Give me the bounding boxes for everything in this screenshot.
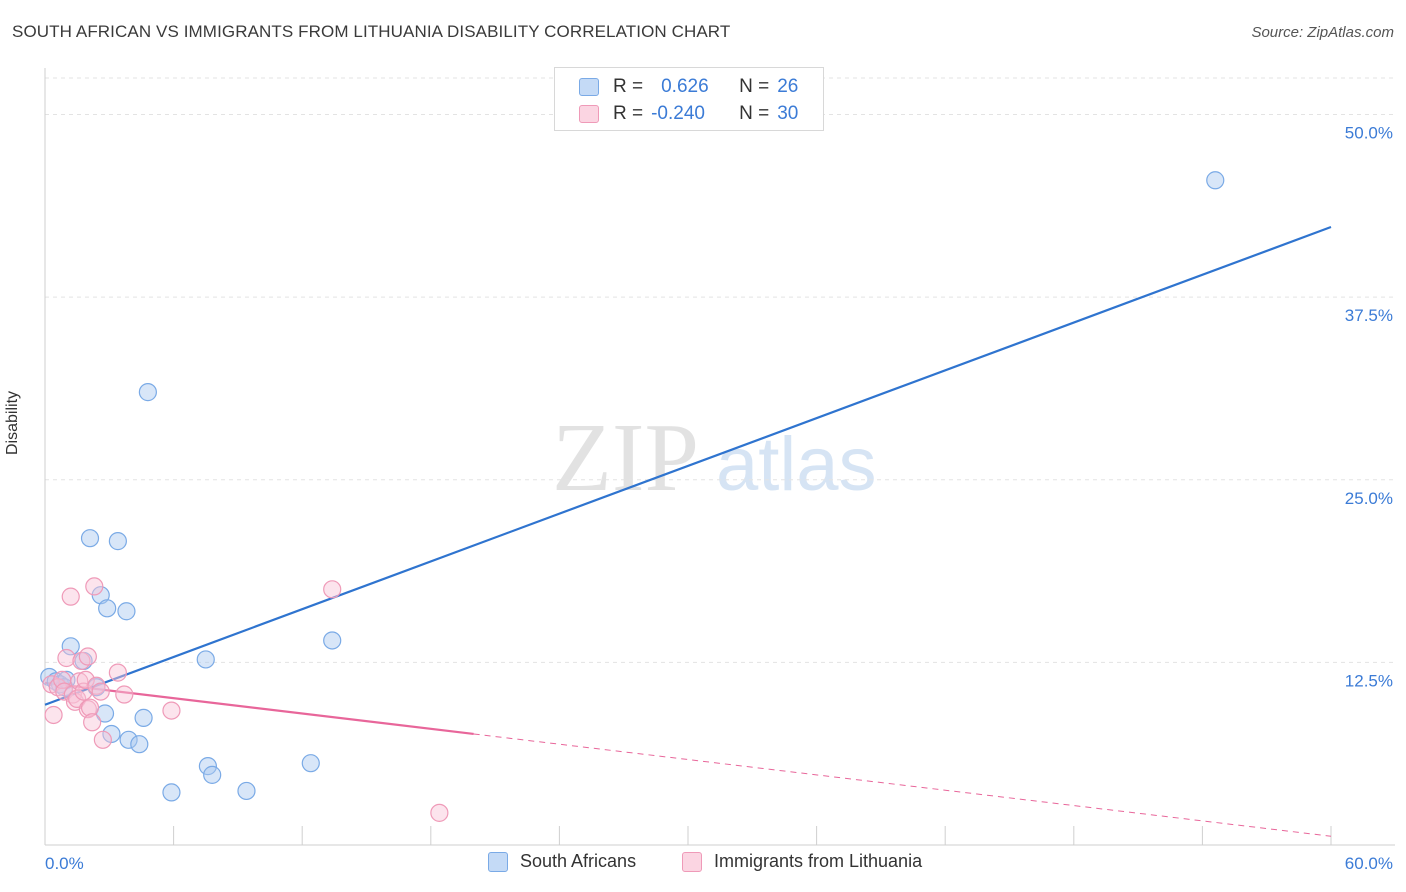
point-south-african — [198, 757, 217, 776]
axes — [44, 68, 1395, 846]
point-lithuania — [70, 672, 89, 691]
point-south-african — [301, 754, 320, 773]
point-south-african — [237, 781, 256, 801]
point-south-african — [61, 637, 80, 656]
point-south-african — [162, 783, 181, 802]
point-south-african — [138, 383, 157, 402]
legend-r-value: 0.626 — [661, 76, 709, 97]
legend-swatch-pink — [682, 851, 702, 872]
point-lithuania — [323, 580, 342, 599]
trend-line — [44, 225, 1332, 706]
point-lithuania — [76, 670, 95, 690]
legend-swatch-blue — [579, 78, 599, 96]
point-south-african — [134, 708, 153, 727]
point-south-african — [117, 602, 136, 621]
point-south-african — [196, 650, 215, 669]
point-lithuania — [108, 663, 127, 682]
point-lithuania — [80, 698, 100, 717]
x-tick-label: 0.0% — [45, 854, 84, 873]
chart-title: SOUTH AFRICAN VS IMMIGRANTS FROM LITHUAN… — [12, 22, 731, 41]
data-points — [40, 171, 1225, 822]
point-lithuania — [91, 682, 110, 701]
legend-r-label: R = — [613, 76, 644, 97]
grid-lines — [45, 77, 1395, 663]
point-lithuania — [115, 685, 134, 704]
y-tick-label: 12.5% — [1345, 671, 1393, 690]
point-lithuania — [57, 648, 76, 668]
point-lithuania — [83, 713, 102, 732]
legend-r-value: -0.240 — [651, 103, 705, 124]
legend-row-lithuania: R = -0.240 N = 30 — [579, 101, 798, 127]
legend-n-value: 26 — [777, 76, 799, 97]
point-lithuania — [430, 803, 449, 822]
point-lithuania — [85, 577, 104, 596]
legend-row-south-africans: R = 0.626 N = 26 — [579, 74, 798, 100]
point-lithuania — [61, 587, 80, 606]
y-tick-label: 50.0% — [1345, 124, 1393, 143]
watermark-zip: ZIP — [552, 404, 699, 512]
legend-label-lithuania: Immigrants from Lithuania — [714, 851, 923, 871]
point-lithuania — [162, 701, 181, 720]
point-south-african — [130, 735, 149, 754]
series-legend: South Africans Immigrants from Lithuania — [0, 851, 1406, 877]
legend-label-south-africans: South Africans — [520, 851, 637, 871]
x-tick-label: 60.0% — [1345, 854, 1393, 873]
point-lithuania — [78, 647, 97, 666]
y-tick-label: 25.0% — [1345, 489, 1393, 508]
source-credit: Source: ZipAtlas.com — [1251, 24, 1394, 41]
point-lithuania — [44, 705, 63, 725]
point-south-african — [108, 532, 127, 551]
point-south-african — [1206, 171, 1225, 190]
watermark-atlas: atlas — [716, 422, 877, 507]
correlation-legend: R = 0.626 N = 26 R = -0.240 N = 30 — [554, 67, 824, 131]
legend-r-label: R = — [613, 103, 644, 124]
legend-swatch-pink — [579, 105, 599, 123]
legend-swatch-blue — [488, 851, 508, 872]
legend-n-label: N = — [739, 76, 770, 97]
legend-n-label: N = — [739, 103, 770, 124]
trend-line-extension — [473, 733, 1332, 837]
legend-item-lithuania: Immigrants from Lithuania — [682, 851, 922, 872]
legend-item-south-africans: South Africans — [488, 851, 636, 872]
point-south-african — [119, 730, 138, 749]
legend-n-value: 30 — [777, 103, 799, 124]
point-south-african — [80, 529, 100, 548]
point-lithuania — [93, 730, 112, 749]
trend-lines — [44, 225, 1332, 837]
y-tick-label: 37.5% — [1345, 306, 1393, 325]
point-south-african — [98, 599, 117, 618]
watermark: ZIP atlas — [552, 404, 877, 512]
point-south-african — [323, 631, 342, 650]
tick-labels: 12.5% 25.0% 37.5% 50.0% 0.0% 60.0% — [45, 124, 1393, 873]
point-south-african — [203, 765, 222, 784]
